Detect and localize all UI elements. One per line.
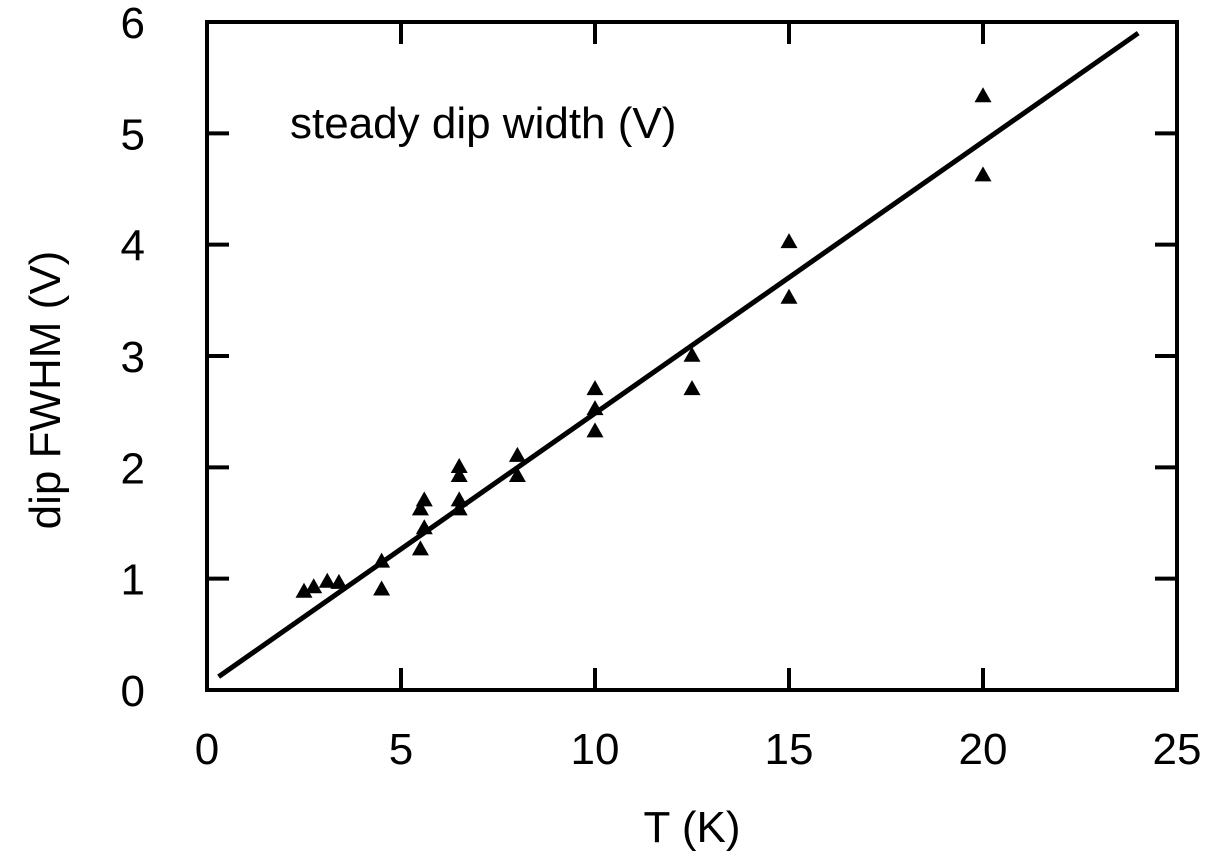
fit-line (217, 31, 1140, 679)
data-point-triangle (974, 166, 992, 182)
data-point-triangle (586, 380, 604, 396)
data-point-triangle (974, 87, 992, 103)
data-point-triangle (450, 466, 468, 482)
y-axis: 0 1 2 3 4 5 6 (121, 0, 1177, 716)
data-point-triangle (450, 458, 468, 474)
data-point-triangle (318, 572, 336, 588)
data-point-triangle (586, 422, 604, 438)
data-point-triangle (508, 466, 526, 482)
data-point-triangle (373, 580, 391, 596)
data-point-triangle (295, 582, 313, 598)
y-axis-label: dip FWHM (V) (21, 251, 70, 530)
data-point-triangle (330, 573, 348, 589)
x-tick-label: 10 (571, 725, 620, 774)
y-tick-label: 3 (121, 333, 145, 382)
x-tick-label: 15 (765, 725, 814, 774)
data-point-triangle (305, 578, 323, 594)
data-point-triangle (683, 346, 701, 362)
x-axis-label: T (K) (644, 803, 741, 852)
data-point-triangle (415, 491, 433, 507)
y-tick-label: 2 (121, 444, 145, 493)
y-tick-label: 5 (121, 110, 145, 159)
x-tick-label: 25 (1153, 725, 1202, 774)
data-point-triangle (683, 380, 701, 396)
data-point-triangle (780, 288, 798, 304)
x-axis: 0 5 10 15 20 25 (195, 22, 1202, 774)
data-point-triangle (411, 500, 429, 516)
data-point-triangle (411, 540, 429, 556)
data-point-triangle (508, 446, 526, 462)
annotation-text: steady dip width (V) (290, 99, 676, 148)
y-tick-label: 6 (121, 0, 145, 48)
data-series (217, 31, 1140, 679)
y-tick-label: 4 (121, 222, 145, 271)
y-tick-label: 0 (121, 667, 145, 716)
x-tick-label: 20 (959, 725, 1008, 774)
y-tick-label: 1 (121, 556, 145, 605)
x-tick-label: 5 (389, 725, 413, 774)
x-tick-label: 0 (195, 725, 219, 774)
data-point-triangle (780, 233, 798, 249)
